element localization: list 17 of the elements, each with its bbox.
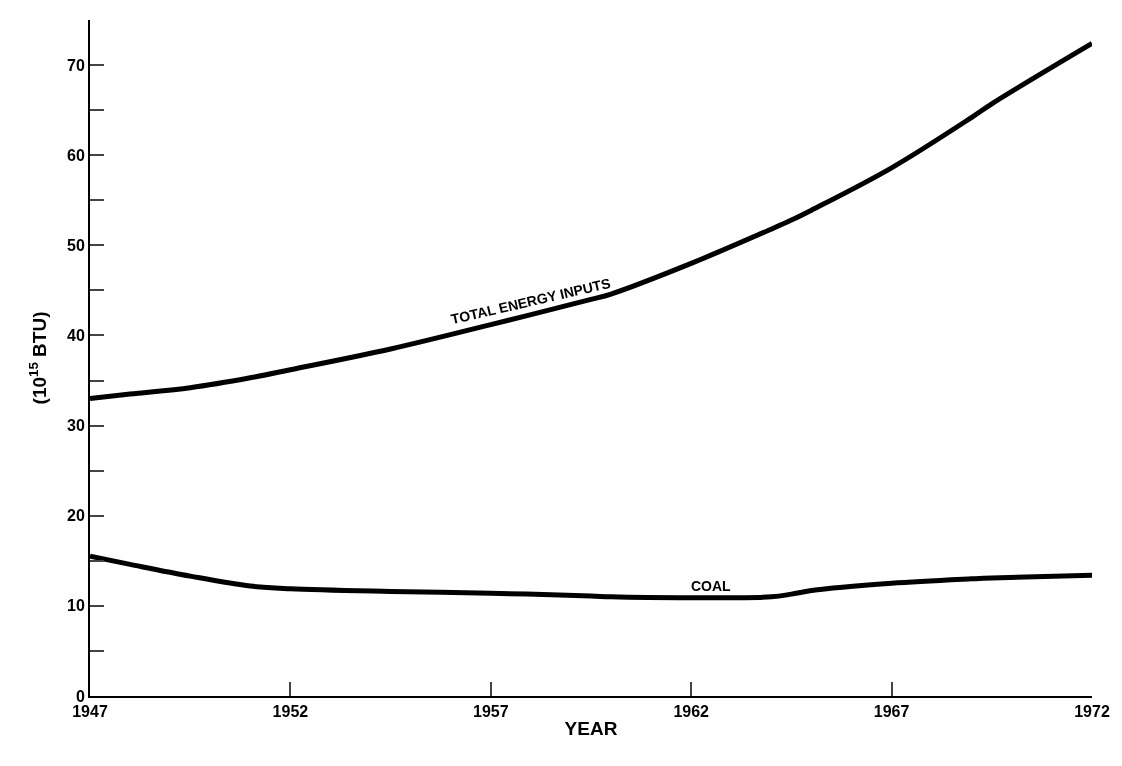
y-tick-label: 60 — [67, 146, 85, 164]
y-tick-label: 30 — [67, 417, 85, 435]
x-tick-label: 1957 — [473, 703, 509, 721]
x-axis-title: YEAR — [564, 717, 618, 739]
y-tick-label: 20 — [67, 507, 85, 525]
y-tick-label: 70 — [67, 56, 85, 74]
x-tick-label: 1952 — [272, 703, 309, 721]
x-tick-label: 1967 — [873, 703, 910, 721]
y-tick-label: 10 — [67, 597, 85, 615]
y-tick-label: 40 — [67, 327, 85, 345]
x-tick-label: 1947 — [72, 703, 108, 721]
y-tick-label: 0 — [75, 687, 85, 705]
x-tick-label: 1972 — [1074, 703, 1110, 721]
series-label: COAL — [691, 578, 732, 594]
x-tick-label: 1962 — [673, 703, 710, 721]
y-tick-label: 50 — [67, 236, 85, 254]
text: TOTAL ENERGY INPUTS — [449, 274, 612, 328]
